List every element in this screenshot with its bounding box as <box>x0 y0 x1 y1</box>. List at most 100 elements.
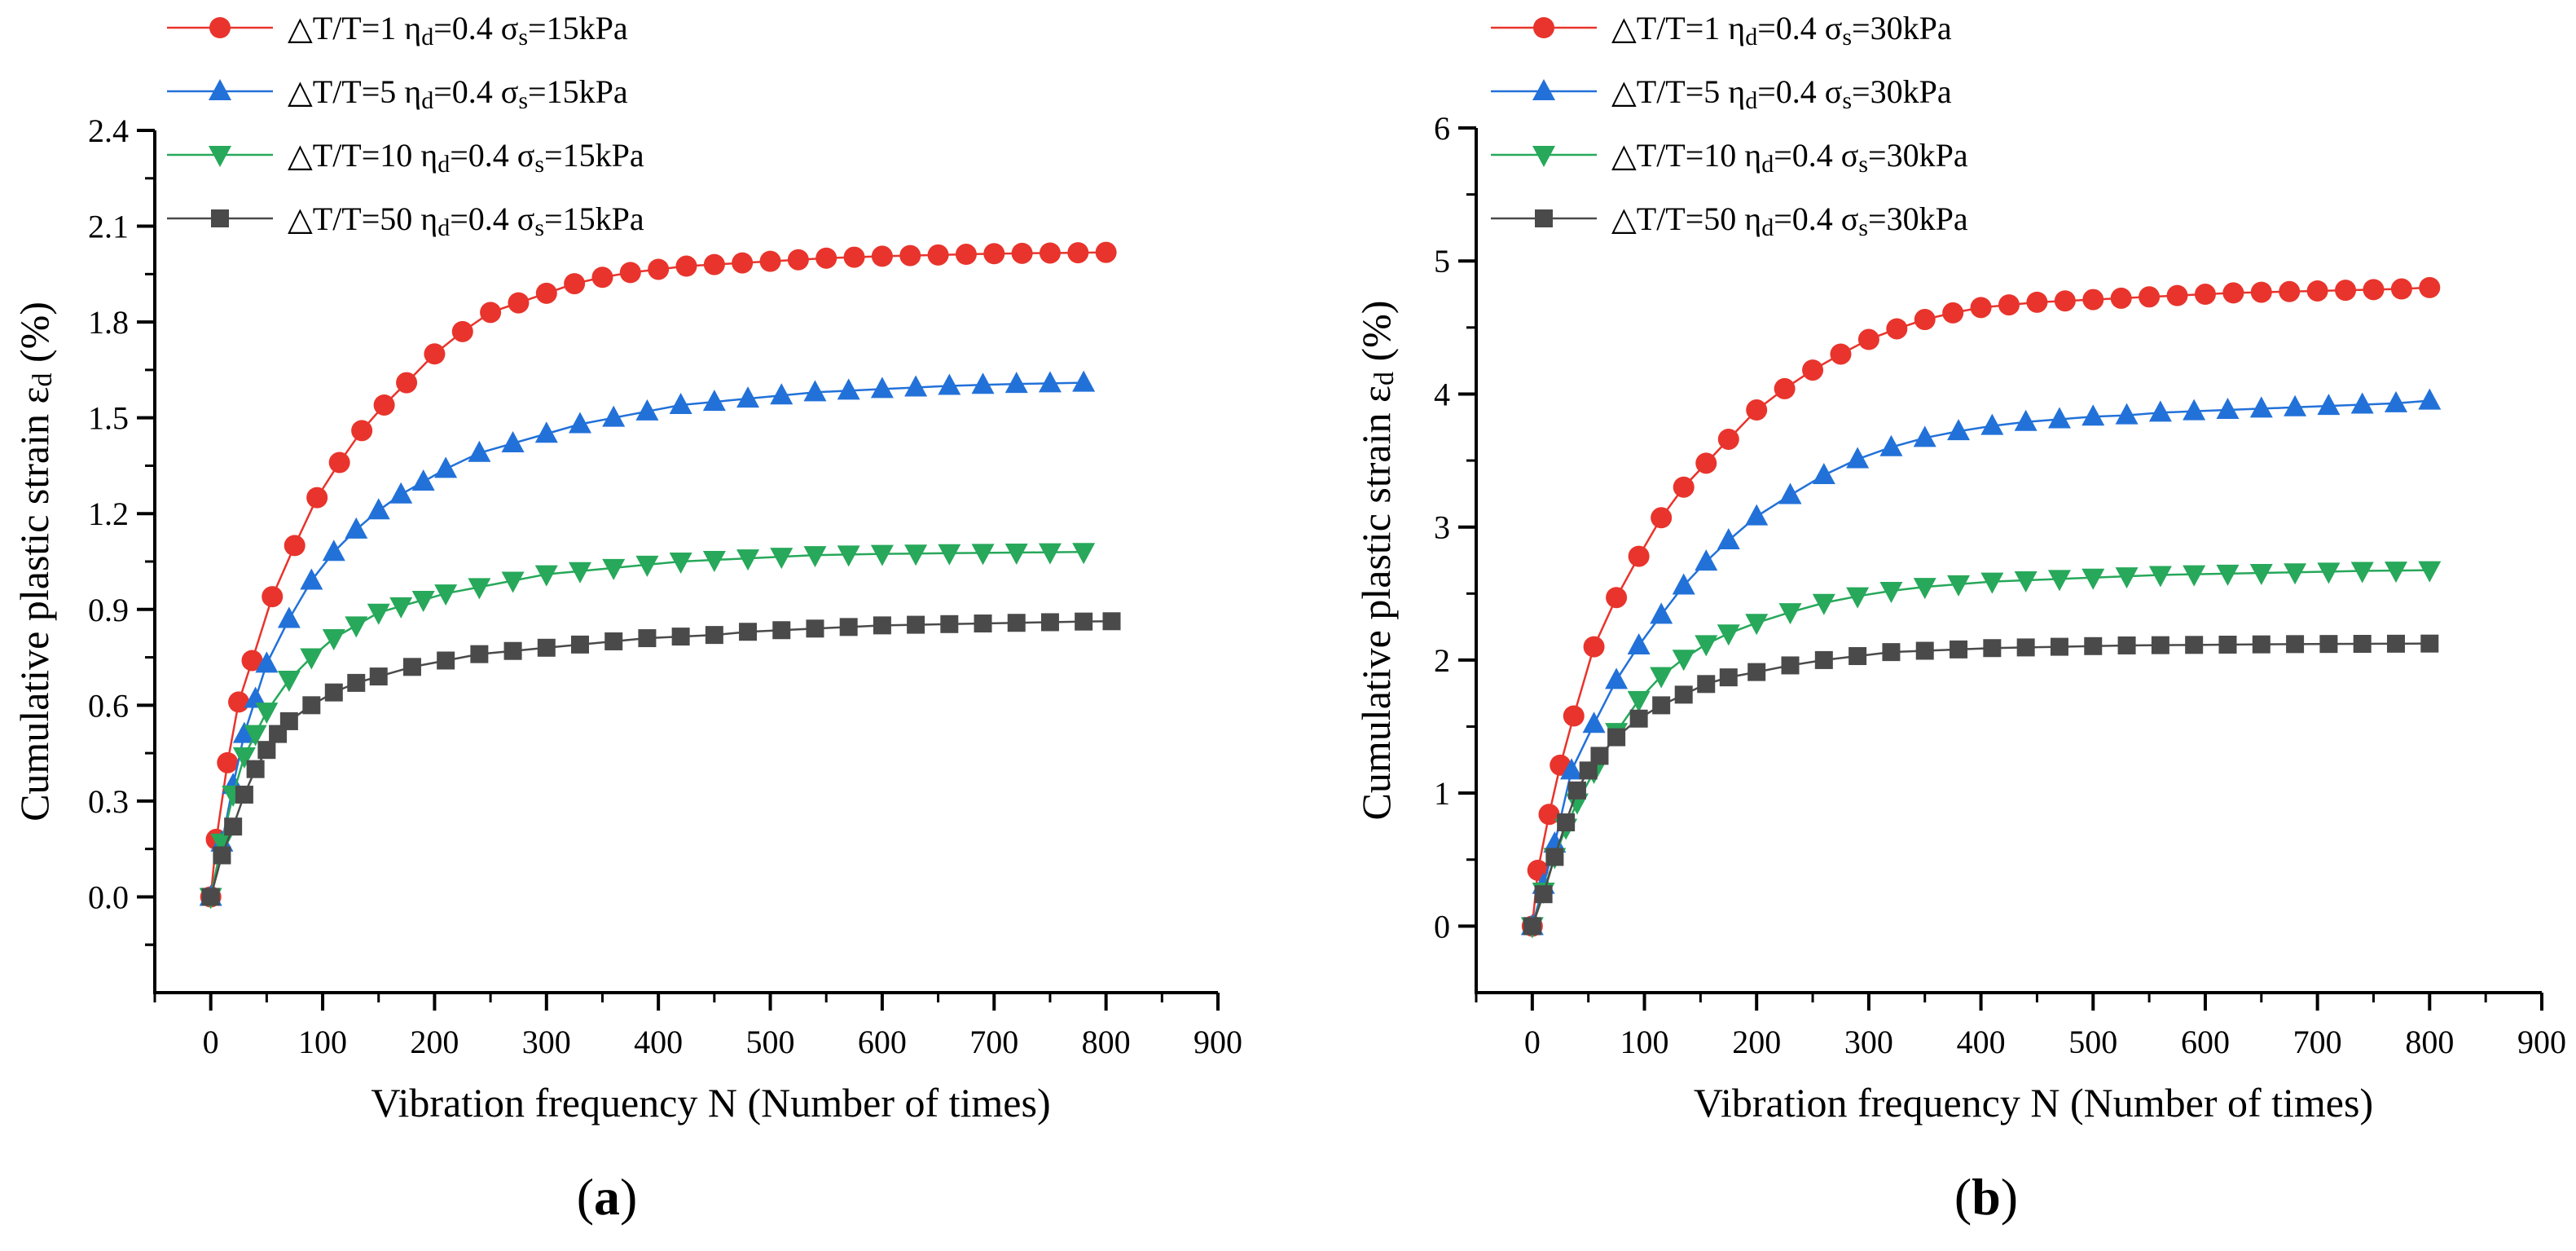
legend-a-dT10-sub1: d <box>437 151 450 178</box>
x-tick-label: 400 <box>1957 1024 2006 1060</box>
data-point-dT50 <box>1040 613 1059 632</box>
legend-marker-dT5 <box>1532 79 1555 100</box>
data-point-dT10 <box>770 548 793 570</box>
panel-label-a-open: ( <box>577 1168 594 1226</box>
legend-b-dT10-part1: △T/T=10 η <box>1611 137 1761 174</box>
y-tick-label: 2.4 <box>88 112 129 149</box>
panel-label-b-open: ( <box>1954 1168 1972 1226</box>
data-point-dT10 <box>2014 570 2038 592</box>
x-tick-label: 700 <box>2293 1024 2342 1060</box>
data-point-dT1 <box>899 244 921 266</box>
data-point-dT1 <box>328 452 350 474</box>
x-tick-label: 100 <box>1620 1024 1669 1060</box>
data-point-dT50 <box>1579 761 1598 780</box>
data-point-dT1 <box>1011 242 1033 264</box>
data-point-dT1 <box>2250 281 2272 303</box>
data-point-dT10 <box>1650 667 1673 689</box>
data-point-dT50 <box>2252 635 2270 654</box>
data-point-dT10 <box>322 629 345 651</box>
legend-b-dT1-sub2: s <box>1842 24 1852 51</box>
data-point-dT10 <box>702 551 726 573</box>
y-tick-label: 1.5 <box>88 400 129 437</box>
data-point-dT5 <box>1004 372 1028 394</box>
data-point-dT1 <box>2279 280 2301 302</box>
data-point-dT50 <box>1567 781 1586 799</box>
legend-b-dT1-part1: △T/T=1 η <box>1611 10 1745 46</box>
data-point-dT5 <box>938 373 961 395</box>
data-point-dT1 <box>1695 452 1717 474</box>
data-point-dT5 <box>1913 425 1936 447</box>
legend-label-a-dT5: △T/T=5 ηd=0.4 σs=15kPa <box>288 73 628 114</box>
data-point-dT1 <box>927 244 949 266</box>
series-line-dT50 <box>209 620 1112 897</box>
data-point-dT1 <box>480 302 502 324</box>
legend-a-dT1-sub2: s <box>518 24 528 51</box>
data-point-dT5 <box>2385 390 2408 412</box>
y-tick-label: 2 <box>1434 642 1450 679</box>
data-point-dT10 <box>2284 563 2307 585</box>
legend-a-dT10-sub2: s <box>534 151 544 178</box>
data-point-dT5 <box>1038 371 1062 393</box>
data-point-dT10 <box>367 603 390 625</box>
data-point-dT5 <box>870 377 894 399</box>
legend-b-dT10-sub2: s <box>1858 151 1868 178</box>
data-point-dT1 <box>1067 242 1089 264</box>
data-point-dT5 <box>1778 482 1802 504</box>
data-point-dT10 <box>1717 624 1740 646</box>
data-point-dT50 <box>739 623 758 641</box>
data-point-dT1 <box>759 250 781 272</box>
data-point-dT1 <box>217 751 239 773</box>
panel-label-b: (b) <box>1954 1168 2018 1226</box>
data-point-dT50 <box>1882 643 1901 662</box>
data-point-dT50 <box>1674 685 1693 704</box>
data-point-dT50 <box>537 638 556 657</box>
data-point-dT5 <box>2014 409 2038 431</box>
y-tick-label: 0.6 <box>88 687 129 724</box>
data-point-dT50 <box>2151 636 2169 654</box>
data-point-dT5 <box>1879 434 1903 456</box>
data-point-dT1 <box>983 243 1005 265</box>
x-axis-title-b: Vibration frequency N (Number of times) <box>1694 1080 2373 1125</box>
data-point-dT5 <box>702 390 726 412</box>
data-point-dT1 <box>1628 545 1650 567</box>
data-point-dT1 <box>2363 279 2385 301</box>
legend-b-dT50-sub2: s <box>1858 214 1868 241</box>
data-point-dT50 <box>705 626 723 645</box>
y-axis-title-suffix-b: (%) <box>1353 301 1399 372</box>
data-point-dT1 <box>262 586 284 608</box>
data-point-dT10 <box>501 571 525 593</box>
data-point-dT1 <box>396 372 418 394</box>
legend-b-dT5-sub1: d <box>1745 87 1757 114</box>
data-point-dT50 <box>1848 647 1867 666</box>
data-point-dT50 <box>470 645 489 663</box>
data-point-dT10 <box>803 546 827 568</box>
x-tick-label: 900 <box>2517 1024 2566 1060</box>
data-point-dT5 <box>1543 831 1567 853</box>
legend-a-dT5-part2: =0.4 σ <box>433 73 518 110</box>
x-tick-label: 0 <box>1524 1024 1541 1060</box>
data-point-dT1 <box>1538 804 1560 826</box>
data-point-dT50 <box>1697 675 1716 694</box>
y-tick-label: 1 <box>1434 775 1450 812</box>
data-point-dT1 <box>2306 280 2328 302</box>
data-point-dT10 <box>1947 575 1971 597</box>
data-point-dT5 <box>277 606 301 628</box>
legend-b-dT1-sub1: d <box>1745 24 1757 51</box>
data-point-dT5 <box>1695 549 1718 571</box>
data-point-dT5 <box>1980 413 2004 435</box>
data-point-dT5 <box>904 375 928 397</box>
data-point-dT10 <box>938 544 961 566</box>
y-tick-label: 4 <box>1434 376 1450 412</box>
data-point-dT50 <box>369 667 388 686</box>
y-tick-label: 0.9 <box>88 592 129 628</box>
legend-marker-dT50 <box>211 209 229 227</box>
data-point-dT50 <box>2016 638 2035 657</box>
data-point-dT1 <box>1830 343 1852 365</box>
data-point-dT10 <box>1980 572 2004 594</box>
data-point-dT10 <box>345 616 368 638</box>
data-point-dT50 <box>1545 848 1564 866</box>
data-point-dT5 <box>389 482 413 504</box>
data-point-dT5 <box>468 440 491 462</box>
y-axis-title-sub-b: d <box>1369 372 1400 385</box>
